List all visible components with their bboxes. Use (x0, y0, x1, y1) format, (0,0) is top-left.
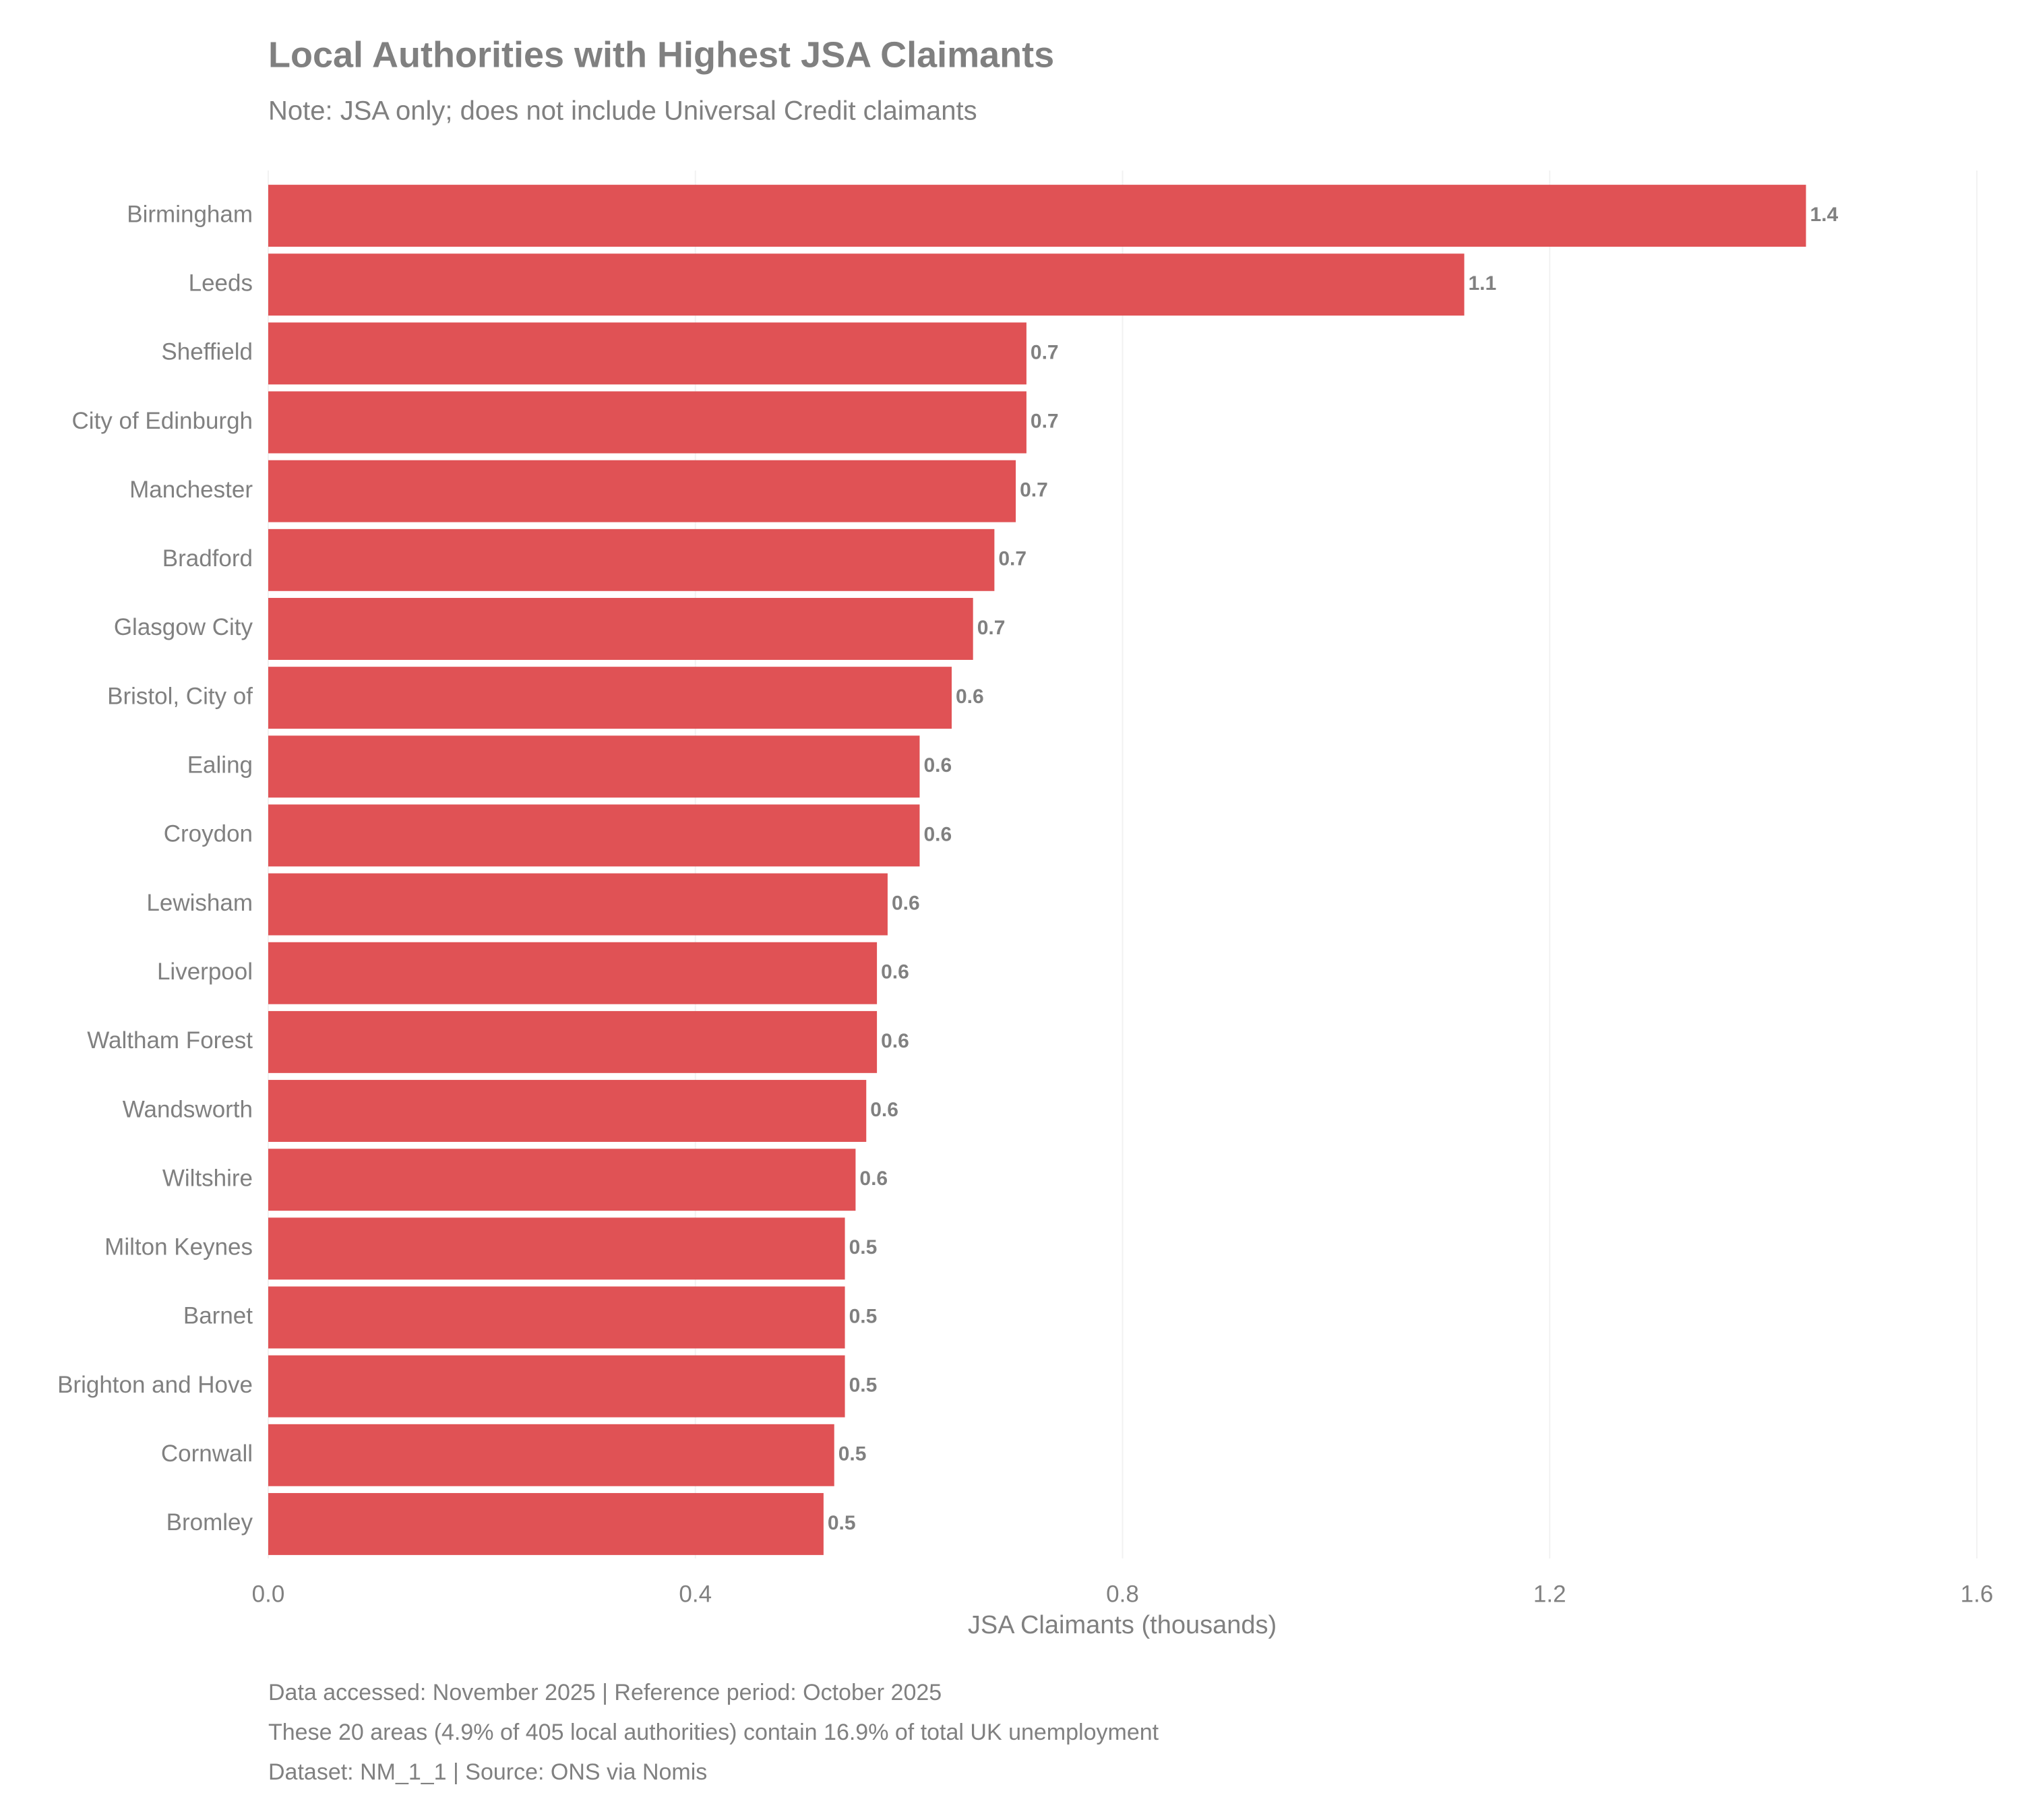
value-label: 0.7 (977, 617, 1006, 639)
x-tick-label: 0.0 (252, 1581, 285, 1607)
y-tick-label: Glasgow City (114, 614, 253, 640)
footnote: Data accessed: November 2025 | Reference… (268, 1680, 942, 1705)
bar (268, 804, 920, 867)
bar (268, 942, 878, 1004)
y-tick-label: Lewisham (146, 890, 253, 916)
y-tick-label: Barnet (183, 1303, 253, 1329)
x-axis-title: JSA Claimants (thousands) (968, 1611, 1277, 1639)
value-label: 0.5 (849, 1305, 878, 1327)
y-tick-label: Liverpool (157, 959, 253, 985)
value-label: 1.1 (1469, 272, 1497, 295)
bar (268, 1080, 867, 1142)
y-tick-label: Bromley (166, 1509, 253, 1536)
value-label: 0.6 (870, 1099, 898, 1121)
bar (268, 391, 1027, 454)
value-label: 0.7 (1020, 479, 1048, 502)
y-tick-label: Manchester (129, 477, 253, 503)
value-label: 0.6 (923, 823, 952, 845)
chart-title: Local Authorities with Highest JSA Claim… (268, 34, 1054, 75)
y-tick-label: Bradford (162, 545, 253, 572)
y-tick-label: Milton Keynes (104, 1234, 253, 1261)
y-tick-label: Wandsworth (123, 1096, 253, 1122)
y-tick-label: Brighton and Hove (57, 1372, 253, 1398)
y-tick-label: Croydon (164, 821, 253, 847)
value-label: 0.6 (956, 686, 984, 708)
bar (268, 873, 888, 936)
x-tick-label: 1.2 (1533, 1581, 1566, 1607)
value-label: 0.5 (838, 1443, 867, 1465)
bar (268, 1355, 845, 1418)
y-tick-label: Wiltshire (162, 1165, 253, 1191)
bar (268, 322, 1027, 385)
bar (268, 1492, 824, 1555)
value-label: 0.7 (998, 548, 1027, 570)
footnote: These 20 areas (4.9% of 405 local author… (268, 1720, 1159, 1745)
value-label: 0.6 (859, 1167, 888, 1190)
value-label: 0.6 (892, 892, 920, 914)
value-label: 0.6 (881, 1030, 909, 1052)
value-label: 0.7 (1031, 410, 1059, 432)
value-label: 0.5 (849, 1374, 878, 1397)
bar (268, 185, 1806, 247)
bar (268, 1424, 834, 1486)
footnote: Dataset: NM_1_1 | Source: ONS via Nomis (268, 1759, 707, 1785)
x-tick-label: 1.6 (1961, 1581, 1994, 1607)
value-label: 0.6 (881, 961, 909, 983)
value-label: 1.4 (1810, 204, 1839, 226)
bar (268, 1286, 845, 1349)
value-label: 0.5 (849, 1236, 878, 1258)
value-label: 0.5 (828, 1512, 856, 1534)
bar (268, 735, 920, 798)
bar (268, 1217, 845, 1280)
x-tick-label: 0.8 (1106, 1581, 1139, 1607)
y-tick-label: Birmingham (127, 201, 253, 227)
chart-subtitle: Note: JSA only; does not include Univers… (268, 96, 977, 126)
y-tick-label: Cornwall (161, 1440, 253, 1467)
value-label: 0.7 (1031, 341, 1059, 363)
value-label: 0.6 (923, 754, 952, 777)
bar (268, 1149, 856, 1211)
y-tick-label: Bristol, City of (107, 683, 253, 709)
y-tick-label: City of Edinburgh (72, 408, 253, 434)
y-tick-label: Sheffield (161, 339, 253, 365)
y-tick-label: Leeds (189, 270, 253, 296)
bar (268, 460, 1016, 522)
y-tick-label: Waltham Forest (87, 1027, 253, 1054)
bar (268, 1010, 878, 1073)
bar (268, 667, 952, 729)
bar (268, 253, 1465, 316)
bar (268, 528, 995, 591)
y-tick-label: Ealing (187, 752, 253, 779)
bar (268, 598, 973, 660)
x-tick-label: 0.4 (679, 1581, 712, 1607)
